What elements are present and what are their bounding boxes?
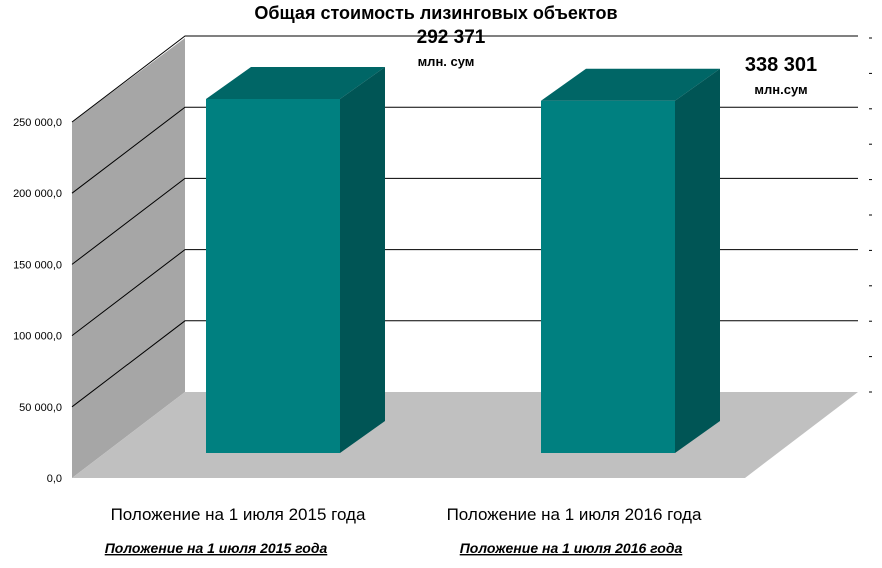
value-label-2016: 338 301 bbox=[745, 54, 817, 76]
y-tick-label: 200 000,0 bbox=[13, 188, 62, 200]
bar-side bbox=[675, 68, 720, 454]
bar-front bbox=[206, 99, 340, 453]
gridline bbox=[71, 35, 858, 123]
y-tick-label: 250 000,0 bbox=[13, 117, 62, 129]
y-tick-label: 100 000,0 bbox=[13, 331, 62, 343]
chart-title: Общая стоимость лизинговых объектов bbox=[254, 3, 617, 23]
bar-0 bbox=[206, 67, 385, 453]
category-label-2016: Положение на 1 июля 2016 года bbox=[447, 505, 702, 524]
y-tick-label: 150 000,0 bbox=[13, 259, 62, 271]
chart-floor bbox=[72, 392, 858, 478]
bar-1 bbox=[541, 68, 720, 454]
unit-label-2015: млн. сум bbox=[418, 54, 475, 69]
unit-label-2016: млн.сум bbox=[754, 82, 807, 97]
side-wall bbox=[72, 38, 185, 478]
y-tick-label: 0,0 bbox=[47, 473, 62, 485]
bars bbox=[206, 67, 720, 454]
value-label-2015: 292 371 bbox=[417, 27, 486, 48]
y-axis-tick-labels: 0,0 50 000,0 100 000,0 150 000,0 200 000,0 25… bbox=[13, 117, 62, 485]
bar-front bbox=[541, 100, 675, 454]
category-label-2015: Положение на 1 июля 2015 года bbox=[111, 505, 366, 524]
bar-side bbox=[340, 67, 385, 453]
y-tick-label: 50 000,0 bbox=[19, 402, 62, 414]
category-sublabel-2015: Положение на 1 июля 2015 года bbox=[105, 540, 328, 556]
bar-top bbox=[206, 67, 385, 99]
bar-top bbox=[541, 68, 720, 101]
category-sublabel-2016: Положение на 1 июля 2016 года bbox=[460, 540, 683, 556]
